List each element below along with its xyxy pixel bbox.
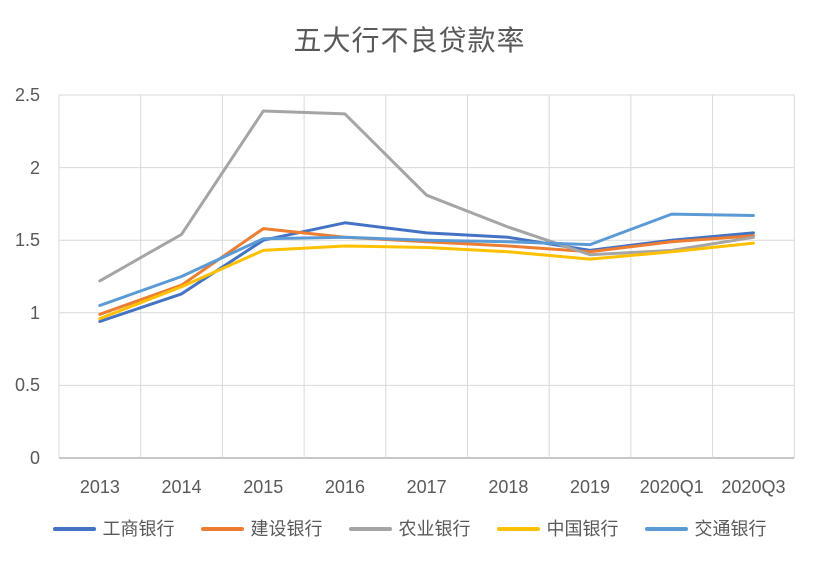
x-tick-label: 2019 <box>570 477 611 497</box>
legend-line-icon <box>200 527 244 531</box>
x-tick-label: 2017 <box>406 477 447 497</box>
x-tick-label: 2013 <box>79 477 120 497</box>
chart-title: 五大行不良贷款率 <box>293 25 526 56</box>
x-tick-label: 2014 <box>161 477 202 497</box>
legend-item-工商银行: 工商银行 <box>52 518 175 540</box>
series-line-交通银行 <box>98 212 755 307</box>
x-tick-label: 2018 <box>488 477 529 497</box>
x-tick-label: 2015 <box>243 477 284 497</box>
y-tick-label: 1.5 <box>14 230 40 251</box>
legend-label: 中国银行 <box>546 519 619 539</box>
legend-label: 交通银行 <box>694 519 767 539</box>
legend-line-icon <box>644 527 688 531</box>
legend-line-icon <box>496 527 540 531</box>
legend-item-建设银行: 建设银行 <box>200 518 323 540</box>
legend-label: 农业银行 <box>398 519 471 539</box>
y-tick-label: 1 <box>29 302 40 323</box>
legend-line-icon <box>348 527 392 531</box>
series-line-中国银行 <box>98 241 755 321</box>
legend-item-中国银行: 中国银行 <box>496 518 619 540</box>
y-tick-label: 0 <box>29 448 40 468</box>
legend-item-交通银行: 交通银行 <box>644 518 767 540</box>
legend-label: 建设银行 <box>250 519 323 539</box>
y-tick-label: 0.5 <box>14 375 40 396</box>
x-tick-label: 2016 <box>324 477 365 497</box>
series-line-农业银行 <box>98 109 755 283</box>
legend-label: 工商银行 <box>102 519 175 539</box>
legend-line-icon <box>52 527 96 531</box>
legend: 工商银行 建设银行 农业银行 中国银行 交通银行 <box>0 518 819 540</box>
legend-item-农业银行: 农业银行 <box>348 518 471 540</box>
y-tick-label: 2.5 <box>14 85 40 105</box>
x-tick-label: 2020Q3 <box>721 477 786 497</box>
x-tick-label: 2020Q1 <box>639 477 704 497</box>
y-tick-label: 2 <box>29 157 40 178</box>
